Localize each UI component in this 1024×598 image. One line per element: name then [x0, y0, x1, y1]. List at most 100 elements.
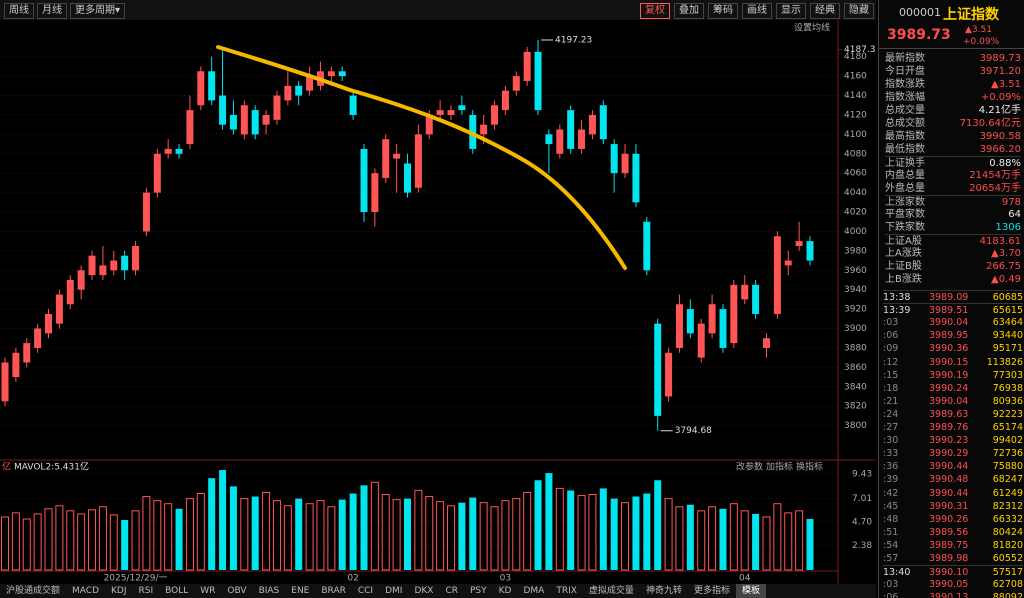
candle-body [208, 71, 216, 101]
tab[interactable]: BIAS [258, 586, 280, 596]
tool-button[interactable]: 经典 [810, 3, 840, 19]
tab[interactable]: KDJ [111, 586, 127, 596]
trade-price: 3990.26 [929, 513, 969, 525]
candle-body [23, 343, 31, 363]
trade-time: :39 [883, 474, 899, 486]
tab[interactable]: TRIX [556, 586, 577, 596]
volume-bar [295, 498, 303, 570]
stat-label: 指数涨跌 [885, 79, 925, 90]
trade-price: 3990.48 [929, 474, 969, 486]
period-button[interactable]: 更多周期▾ [70, 3, 126, 19]
period-button[interactable]: 月线 [37, 3, 67, 19]
trade-time: :15 [883, 369, 899, 381]
volume-bar [153, 500, 162, 571]
volume-bar [501, 500, 510, 571]
tab[interactable]: DMA [523, 586, 545, 596]
pct: +0.09% [963, 37, 1000, 47]
trade-time: :54 [883, 539, 899, 551]
stat-row: 上证A股 4183.61 [885, 234, 1021, 248]
volume-bar [740, 510, 749, 571]
stat-value: 978 [1001, 197, 1021, 208]
candle-body [273, 95, 281, 120]
volume-bar [490, 506, 499, 571]
tab[interactable]: DMI [385, 586, 403, 596]
trade-time: :42 [883, 487, 899, 499]
candle-body [632, 153, 640, 203]
candle-body [480, 124, 488, 135]
tool-button[interactable]: 显示 [776, 3, 806, 19]
tool-button[interactable]: 筹码 [708, 3, 738, 19]
candle-body [349, 95, 357, 115]
trade-price: 3990.13 [929, 592, 969, 598]
tab[interactable]: OBV [227, 586, 247, 596]
trade-price: 3989.63 [929, 408, 969, 420]
candle-body [599, 105, 607, 140]
volume-bar [654, 480, 662, 570]
trade-price: 3989.09 [929, 292, 969, 303]
candle-body [34, 328, 42, 348]
trade-time: :27 [883, 422, 899, 433]
candle-body [708, 304, 716, 334]
volume-bar [806, 519, 814, 570]
tab[interactable]: 沪股通成交额 [6, 586, 61, 596]
tool-button[interactable]: 画线 [742, 3, 772, 19]
stat-row: 内盘总量 21454万手 [885, 169, 1021, 182]
trade-volume: 113826 [986, 356, 1023, 368]
stat-label: 指数涨幅 [885, 92, 925, 103]
volume-bar [610, 498, 618, 570]
volume-bar [447, 505, 456, 571]
y-tick-label: 4160 [844, 72, 867, 82]
volume-bar [338, 499, 346, 570]
trade-time: :09 [883, 343, 899, 355]
tool-button[interactable]: 复权 [640, 3, 670, 19]
tab[interactable]: 更多指标 [693, 586, 730, 596]
volume-bar [675, 506, 684, 571]
trade-row: 13:39 3989.51 65615 [883, 303, 1023, 317]
ma-setting[interactable]: 设置均线 [794, 22, 830, 34]
trade-volume: 75880 [992, 461, 1023, 473]
y-tick-label: 3980 [844, 246, 867, 256]
tab[interactable]: ENE [291, 586, 310, 596]
trend-annotation [216, 45, 627, 270]
stat-row: 上涨家数 978 [885, 195, 1021, 209]
volume-button[interactable]: 改参数 [736, 461, 763, 473]
y-tick-label: 3880 [844, 343, 867, 353]
trade-price: 3989.76 [929, 422, 969, 433]
stat-value: 20654万手 [969, 183, 1021, 194]
tab[interactable]: 模板 [735, 584, 766, 598]
candle-body [534, 51, 542, 111]
tab[interactable]: RSI [138, 586, 154, 596]
trade-row: :45 3990.31 82312 [883, 500, 1023, 513]
trade-volume: 60685 [992, 292, 1023, 303]
trade-volume: 99402 [992, 435, 1023, 447]
tab[interactable]: DKX [414, 586, 434, 596]
tool-button[interactable]: 叠加 [674, 3, 704, 19]
candle-body [132, 246, 140, 271]
tab[interactable]: BRAR [321, 586, 346, 596]
y-tick-label: 3960 [844, 266, 867, 276]
tool-button[interactable]: 隐藏 [844, 3, 874, 19]
volume-bar [719, 508, 727, 570]
stat-row: 最高指数 3990.58 [885, 130, 1021, 143]
tab[interactable]: CR [445, 586, 458, 596]
trade-price: 3990.10 [929, 567, 969, 579]
tab[interactable]: CCI [357, 586, 374, 596]
tab[interactable]: WR [200, 586, 216, 596]
tab[interactable]: 神奇九转 [645, 586, 682, 596]
tab[interactable]: KD [498, 586, 512, 596]
candle-body [66, 279, 74, 305]
volume-button[interactable]: 换指标 [796, 461, 823, 473]
volume-button[interactable]: 加指标 [766, 461, 793, 473]
tab[interactable]: BOLL [165, 586, 189, 596]
trade-time: :48 [883, 513, 899, 525]
tab[interactable]: MACD [72, 586, 99, 596]
tab[interactable]: 虚拟成交量 [588, 586, 634, 596]
trade-row: :30 3990.23 99402 [883, 434, 1023, 447]
tab[interactable]: PSY [470, 586, 487, 596]
period-button[interactable]: 周线 [4, 3, 34, 19]
candle-body [621, 153, 629, 174]
candle-body [610, 144, 618, 174]
toolbar: 周线 月线 更多周期▾ 复权 叠加 筹码 画线 显示 经典 隐藏 [0, 0, 876, 21]
stat-value: 64 [1008, 209, 1021, 220]
y-tick-label: 3800 [844, 421, 867, 431]
